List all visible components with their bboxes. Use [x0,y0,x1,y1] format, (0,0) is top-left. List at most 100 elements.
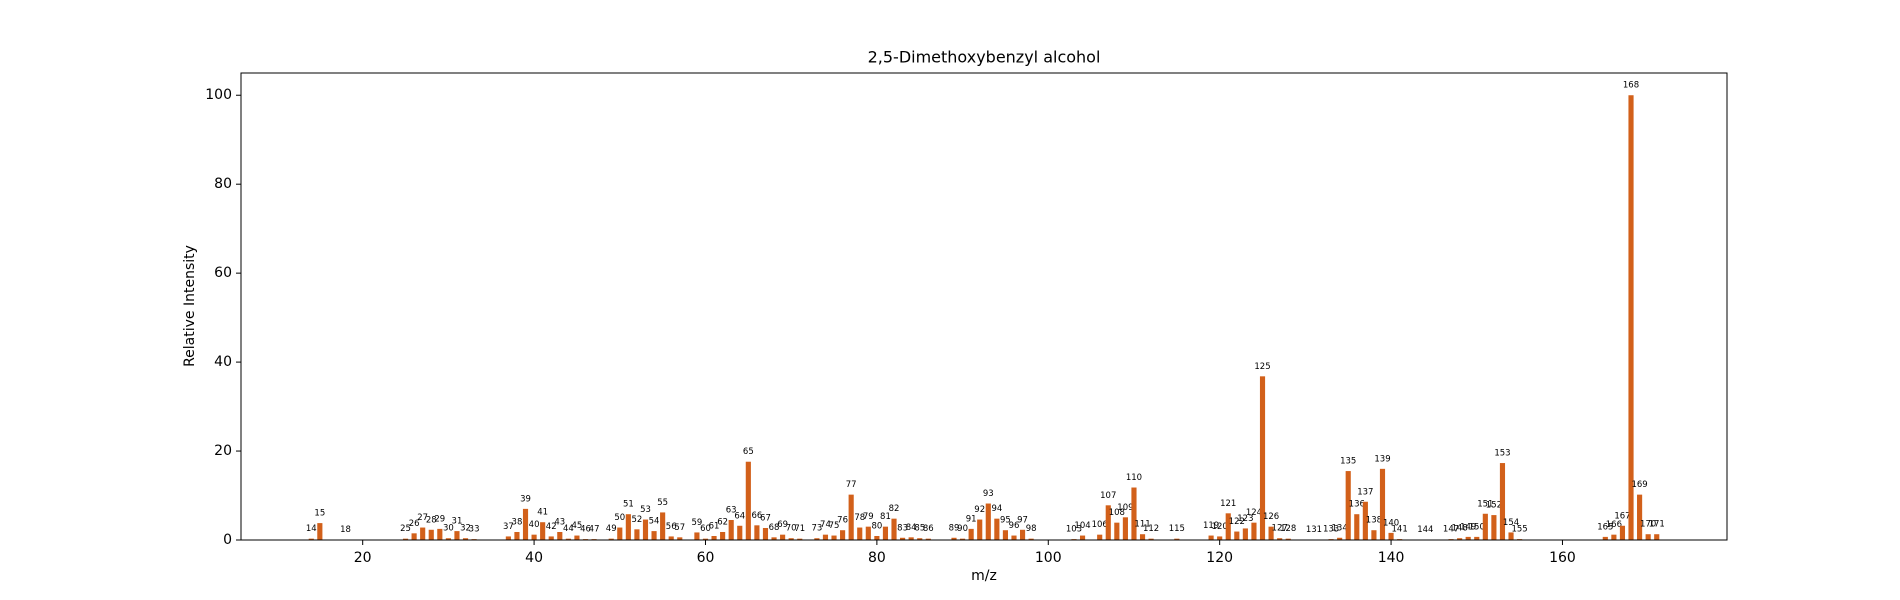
data-label: 73 [811,524,822,534]
data-label: 79 [863,512,874,522]
data-label: 123 [1237,514,1253,524]
data-label: 74 [820,520,831,530]
data-label: 64 [734,511,745,521]
bar [771,537,777,540]
data-label: 28 [426,515,437,525]
data-label: 39 [520,494,531,504]
data-label: 80 [871,521,882,531]
y-tick-label: 20 [214,443,232,459]
data-label: 109 [1117,503,1133,513]
bar [848,494,854,540]
bar [1019,529,1026,540]
bar [1388,532,1394,540]
y-tick-label: 60 [214,265,232,281]
x-tick-label: 160 [1549,550,1576,566]
bar [1465,536,1471,540]
bar [514,531,520,540]
data-label: 124 [1246,508,1262,518]
bar [788,538,794,540]
bar [720,531,726,540]
data-label: 44 [563,524,574,534]
data-label: 52 [632,515,643,525]
bar [625,514,631,540]
bar [754,525,760,540]
bar [1482,513,1488,540]
data-label: 139 [1374,454,1390,464]
bar [574,535,580,540]
bar [900,537,906,540]
data-label: 71 [794,524,805,534]
bar [994,518,1000,540]
data-label: 103 [1066,525,1082,535]
y-tick-label: 0 [223,532,232,548]
x-axis-label: m/z [971,568,997,584]
bar [1122,517,1128,540]
data-label: 167 [1614,511,1630,521]
data-label: 119 [1203,521,1219,531]
data-label: 95 [1000,516,1011,526]
data-label: 83 [897,523,908,533]
bar [814,538,820,540]
chart-title: 2,5-Dimethoxybenzyl alcohol [868,48,1101,67]
bar [831,535,837,540]
bar [1637,494,1643,540]
data-label: 43 [554,517,565,527]
data-label: 115 [1169,524,1185,534]
bar [522,508,529,540]
data-label: 154 [1503,518,1519,528]
data-label: 55 [657,498,668,508]
bar [462,538,469,540]
bar [1491,515,1497,540]
data-label: 45 [572,521,583,531]
bar [951,537,957,540]
data-label: 149 [1460,522,1476,532]
data-label: 32 [460,524,471,534]
bar [891,518,897,540]
data-label: 126 [1263,512,1279,522]
bar [1217,536,1223,540]
data-label: 68 [769,523,780,533]
y-tick-label: 100 [205,87,232,103]
bar [454,531,460,540]
data-label: 108 [1109,508,1125,518]
data-label: 151 [1477,499,1493,509]
data-label: 85 [914,524,925,534]
data-label: 70 [786,524,797,534]
bar [1002,530,1008,540]
data-label: 50 [614,513,625,523]
x-tick-label: 100 [1035,550,1062,566]
bar [1242,528,1248,540]
bar [608,538,614,540]
data-label: 89 [949,523,960,533]
bar [874,535,880,540]
bar [1277,538,1283,540]
bar [1251,522,1257,540]
bar [1139,534,1146,540]
data-label: 171 [1649,520,1665,530]
bar [977,519,983,540]
data-label: 69 [777,520,788,530]
data-label: 155 [1511,525,1527,535]
data-label: 148 [1452,524,1468,534]
data-label: 25 [400,524,411,534]
data-label: 121 [1220,499,1236,509]
data-label: 67 [760,513,771,523]
data-label: 91 [966,514,977,524]
data-label: 110 [1126,473,1142,483]
data-label: 166 [1606,520,1622,530]
data-label: 137 [1357,487,1373,497]
bar [745,461,751,540]
bar [420,527,426,540]
data-label: 147 [1443,525,1459,535]
bar [1259,376,1266,540]
bar [857,527,863,540]
data-label: 122 [1229,517,1245,527]
data-label: 51 [623,500,634,510]
data-label: 90 [957,524,968,534]
data-label: 84 [906,523,917,533]
data-label: 93 [983,489,994,499]
data-label: 135 [1340,457,1356,467]
bar [1645,534,1651,540]
data-label: 131 [1306,525,1322,535]
